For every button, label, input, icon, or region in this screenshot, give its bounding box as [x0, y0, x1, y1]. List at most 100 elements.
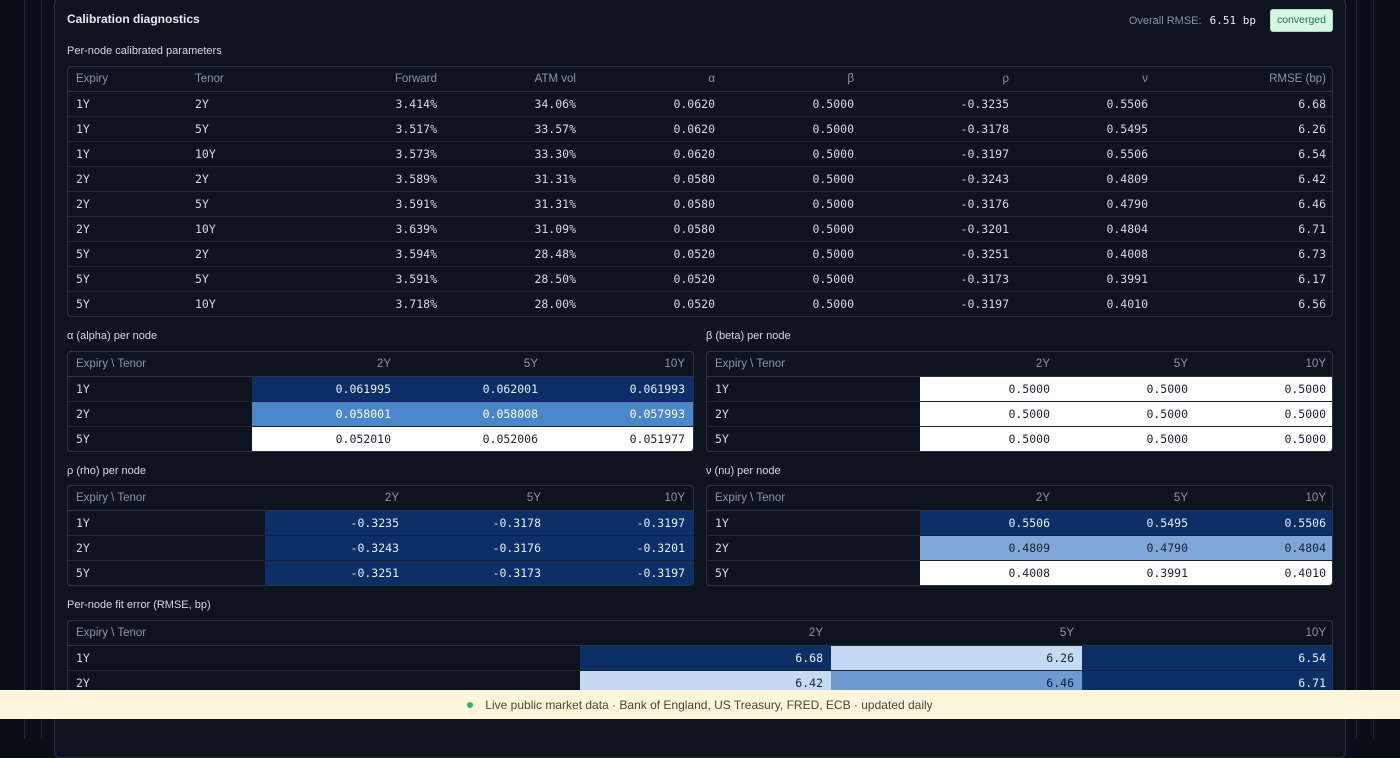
- alpha-col-10y: 10Y: [546, 352, 693, 377]
- heat-cell: -0.3251: [265, 560, 407, 585]
- table-row: 1Y 0.5506 0.5495 0.5506: [707, 510, 1332, 536]
- table-cell: -0.3197: [862, 141, 1017, 167]
- table-cell: 6.54: [1156, 141, 1332, 167]
- heat-cell: 0.5000: [1196, 426, 1332, 451]
- table-cell: 33.57%: [445, 116, 584, 142]
- table-cell: -0.3243: [862, 166, 1017, 192]
- table-cell: 31.31%: [445, 166, 584, 192]
- table-cell: 3.591%: [306, 191, 445, 217]
- table-cell: 0.5000: [723, 191, 862, 217]
- heat-cell: 0.058001: [252, 401, 399, 427]
- table-cell: 6.71: [1156, 216, 1332, 242]
- row-expiry-label: 5Y: [707, 560, 920, 585]
- table-row: 5Y 2Y 3.594% 28.48% 0.0520 0.5000 -0.3251 0.400…: [68, 241, 1332, 267]
- rho-col-5y: 5Y: [407, 486, 549, 511]
- table-row: 1Y 0.5000 0.5000 0.5000: [707, 376, 1332, 402]
- heat-cell: -0.3201: [549, 535, 693, 561]
- table-row: 2Y -0.3243 -0.3176 -0.3201: [68, 535, 693, 561]
- col-alpha: α: [584, 67, 723, 92]
- table-cell: -0.3251: [862, 241, 1017, 267]
- heat-cell: 0.058008: [399, 401, 546, 427]
- heat-cell: 0.057993: [546, 401, 693, 427]
- alpha-corner: Expiry \ Tenor: [68, 352, 252, 377]
- table-cell: -0.3235: [960, 97, 1009, 111]
- heat-cell: 0.5000: [1196, 401, 1332, 427]
- table-cell: 3.591%: [306, 266, 445, 292]
- alpha-header-row: Expiry \ Tenor 2Y 5Y 10Y: [68, 352, 693, 377]
- table-row: 5Y -0.3251 -0.3173 -0.3197: [68, 560, 693, 585]
- table-row: 2Y 5Y 3.591% 31.31% 0.0580 0.5000 -0.3176 0.479…: [68, 191, 1332, 217]
- table-cell: 3.414%: [395, 97, 437, 111]
- table-row: 5Y 10Y 3.718% 28.00% 0.0520 0.5000 -0.3197 0.40…: [68, 291, 1332, 316]
- heat-cell: 0.5506: [920, 510, 1058, 536]
- table-row: 1Y -0.3235 -0.3178 -0.3197: [68, 510, 693, 536]
- table-cell: 0.0620: [584, 141, 723, 167]
- status-badge: converged: [1269, 9, 1333, 32]
- row-expiry-label: 2Y: [68, 535, 265, 561]
- alpha-col-5y: 5Y: [399, 352, 546, 377]
- table-cell: 0.5000: [723, 241, 862, 267]
- rho-col-2y: 2Y: [265, 486, 407, 511]
- heat-cell: 0.5000: [920, 426, 1058, 451]
- col-nu: ν: [1017, 67, 1156, 92]
- page-inner-frame: [41, 0, 1357, 738]
- beta-corner: Expiry \ Tenor: [707, 352, 920, 377]
- table-row: 5Y 0.5000 0.5000 0.5000: [707, 426, 1332, 451]
- col-atm-vol: ATM vol: [445, 67, 584, 92]
- table-cell: 3.639%: [306, 216, 445, 242]
- table-row: 5Y 0.4008 0.3991 0.4010: [707, 560, 1332, 585]
- table-row: 1Y 2Y 3.414% 34.06% 0.0620 0.5000 -0.3235 0.550…: [68, 92, 1332, 117]
- heat-cell: 0.052006: [399, 426, 546, 451]
- table-cell: -0.3201: [862, 216, 1017, 242]
- table-cell: 0.5000: [723, 216, 862, 242]
- heat-cell: -0.3235: [265, 510, 407, 536]
- row-expiry-label: 1Y: [76, 651, 90, 665]
- rmse-grid: Expiry \ Tenor 2Y 5Y 10Y 1Y 6.68 6.26 6.54 2…: [67, 620, 1333, 700]
- table-row: 1Y 0.061995 0.062001 0.061993: [68, 376, 693, 402]
- heat-cell: 0.3991: [1058, 560, 1196, 585]
- heat-cell: -0.3243: [265, 535, 407, 561]
- heat-cell: 0.5000: [920, 401, 1058, 427]
- nu-header-row: Expiry \ Tenor 2Y 5Y 10Y: [707, 486, 1332, 511]
- table-row: 1Y 5Y 3.517% 33.57% 0.0620 0.5000 -0.3178 0.549…: [68, 116, 1332, 142]
- col-expiry: Expiry: [68, 67, 187, 92]
- footer-text: Live public market data · Bank of Englan…: [485, 697, 933, 712]
- table-cell: 5Y: [187, 266, 306, 292]
- rho-col-10y: 10Y: [549, 486, 693, 511]
- heat-cell: 0.4790: [1058, 535, 1196, 561]
- heat-cell: 0.4010: [1196, 560, 1332, 585]
- table-row: 2Y 0.5000 0.5000 0.5000: [707, 401, 1332, 427]
- table-cell: 3.589%: [306, 166, 445, 192]
- heat-cell: 0.061995: [252, 376, 399, 402]
- alpha-grid-label: α (alpha) per node: [67, 330, 158, 342]
- row-expiry-label: 2Y: [68, 401, 252, 427]
- table-cell: -0.3197: [862, 291, 1017, 316]
- heat-cell: 6.54: [1082, 645, 1332, 671]
- heat-cell: 0.5000: [1058, 426, 1196, 451]
- heat-cell: -0.3197: [549, 510, 693, 536]
- table-cell: 5Y: [187, 191, 306, 217]
- table-cell: 2Y: [187, 166, 306, 192]
- heat-cell: 0.5000: [1196, 376, 1332, 402]
- table-cell: 0.0520: [584, 266, 723, 292]
- beta-grid-label: β (beta) per node: [706, 330, 791, 342]
- row-expiry-label: 1Y: [76, 382, 90, 396]
- row-expiry-label: 2Y: [707, 535, 920, 561]
- alpha-grid: Expiry \ Tenor 2Y 5Y 10Y 1Y 0.061995 0.062…: [67, 351, 694, 452]
- table-cell: 2Y: [187, 241, 306, 267]
- table-cell: 0.5000: [723, 116, 862, 142]
- col-tenor: Tenor: [187, 67, 306, 92]
- table-cell: 0.5495: [1017, 116, 1156, 142]
- live-status-dot-icon: [467, 701, 474, 708]
- heat-cell: 0.5000: [1058, 401, 1196, 427]
- table-cell: 6.26: [1156, 116, 1332, 142]
- nu-col-10y: 10Y: [1196, 486, 1332, 511]
- row-expiry-label: 5Y: [68, 426, 252, 451]
- table-cell: 0.0620: [673, 97, 715, 111]
- table-cell: 0.5000: [723, 141, 862, 167]
- table-cell: 1Y: [68, 141, 187, 167]
- table-cell: 6.46: [1156, 191, 1332, 217]
- table-cell: 0.5000: [723, 166, 862, 192]
- table-cell: 0.0580: [584, 216, 723, 242]
- heat-cell: 0.062001: [399, 376, 546, 402]
